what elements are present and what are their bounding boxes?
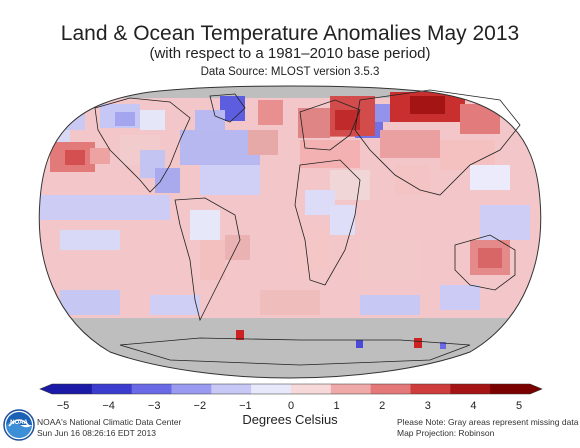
antarctica-outline [119,337,471,366]
colorbar-segment [251,384,292,394]
cell [200,240,225,280]
cell [410,96,445,114]
colorbar-tick-label: −1 [239,400,252,412]
continent-outlines [94,89,521,366]
globe-border [38,85,542,379]
footer-left: NOAA's National Climatic Data Center Sun… [37,417,181,439]
cell [360,240,420,280]
data-source-label: Data Source: MLOST version 3.5.3 [200,66,380,78]
cell [65,150,85,165]
cell [395,165,430,195]
cell [260,290,320,315]
colorbar-segment [52,384,93,394]
colorbar-tick-label: −5 [56,400,70,412]
tropical-pacific-cool [40,195,170,220]
antarctic-station-cold [440,342,446,349]
map-title: Land & Ocean Temperature Anomalies May 2… [60,22,520,45]
cell [150,295,200,315]
north-america-outline [94,97,191,193]
cell [330,205,355,235]
colorbar-segment [91,384,133,394]
colorbar-segment [211,384,252,394]
cell [300,140,360,168]
north-atlantic-cool [180,130,260,165]
cell [258,100,283,125]
timestamp: Sun Jun 16 08:26:16 EDT 2013 [37,428,156,438]
cell [460,104,500,134]
cell [478,248,502,268]
colorbar-segment [291,384,332,394]
cell [330,170,370,200]
arctic-missing [39,86,541,98]
colorbar-segment [490,384,531,394]
cell [45,100,85,130]
cell [200,165,260,195]
colorbar-min-arrow [40,384,52,394]
cell [360,295,420,315]
greenland-outline [209,93,246,123]
cell [300,230,330,270]
colorbar-tick-label: −2 [193,400,207,412]
projection-note: Map Projection: Robinson [397,428,495,438]
missing-data-note: Please Note: Gray areas represent missin… [397,417,579,427]
africa-outline [294,159,361,286]
map-subtitle: (with respect to a 1981–2010 base period… [149,45,431,62]
cell [140,110,165,130]
australia-outline [454,234,516,291]
colorbar-tick-label: 0 [287,400,295,412]
colorbar-max-arrow [530,384,542,394]
colorbar-tick-label: −3 [147,400,161,412]
asia-outline [354,89,521,196]
colorbar-segment [410,384,451,394]
cell [480,205,530,240]
europe-outline [299,99,361,151]
colorbar-segment [131,384,172,394]
colorbar-tick-label: 1 [333,400,340,412]
colorbar-segment [370,384,411,394]
south-america-outline [174,197,241,322]
antarctic-station-warm [236,330,244,340]
cell [90,148,110,164]
cell [60,230,120,250]
cell [298,108,330,138]
cell [115,112,135,126]
colorbar [39,383,543,395]
colorbar-tick-label: −4 [102,400,115,412]
colorbar-segment [450,384,491,394]
colorbar-border [39,383,543,395]
cell [225,235,250,260]
colorbar-segment [330,384,372,394]
colorbar-tick-label: 2 [379,400,386,412]
colorbar-unit-label: Degrees Celsius [242,412,338,427]
cell [440,285,480,310]
colorbar-tick-label: 5 [515,400,523,412]
anomaly-grid [39,86,541,378]
antarctic-station-cold [356,340,363,348]
logo-lettering: NOAA [10,420,28,426]
colorbar-tick-label: 3 [424,400,431,412]
antarctic-station-warm [414,338,422,348]
noaa-logo: NOAA [3,409,35,441]
center-name: NOAA's National Climatic Data Center [37,417,182,427]
cell [380,130,440,158]
southern-ocean-cool [60,290,120,315]
colorbar-tick-label: 4 [470,400,477,412]
cell [248,130,278,155]
footer-right: Please Note: Gray areas represent missin… [397,417,578,439]
cell [155,168,180,193]
colorbar-segment [171,384,212,394]
cell [470,165,510,190]
cell [190,210,220,240]
